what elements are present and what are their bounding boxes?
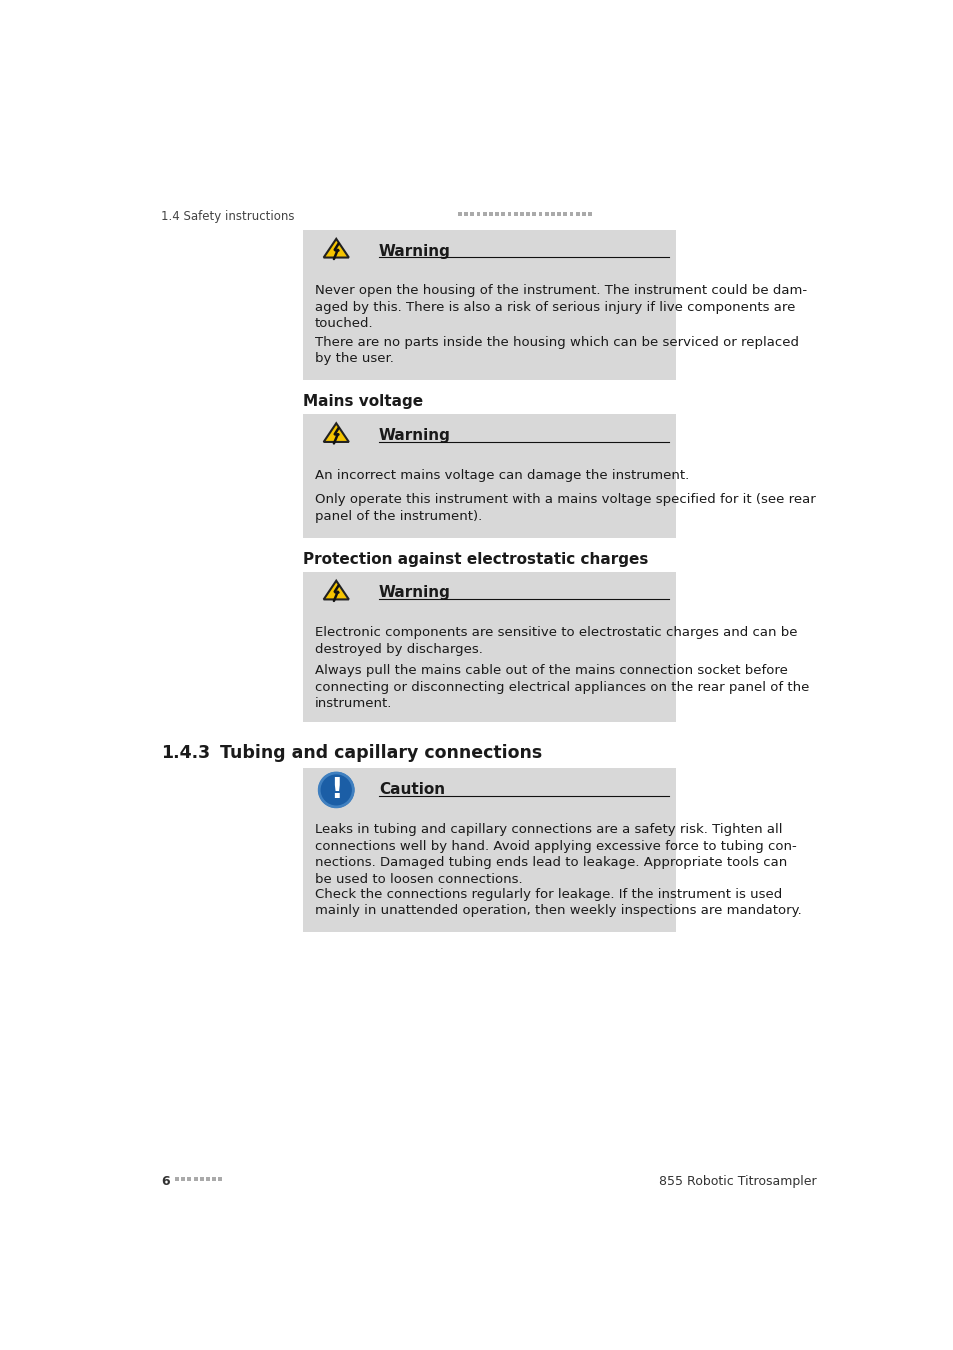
Text: 855 Robotic Titrosampler: 855 Robotic Titrosampler bbox=[659, 1176, 816, 1188]
FancyBboxPatch shape bbox=[482, 212, 486, 216]
Text: Caution: Caution bbox=[378, 782, 444, 798]
FancyBboxPatch shape bbox=[581, 212, 585, 216]
FancyBboxPatch shape bbox=[193, 1177, 197, 1181]
Text: !: ! bbox=[330, 776, 342, 805]
Text: Protection against electrostatic charges: Protection against electrostatic charges bbox=[303, 552, 648, 567]
FancyBboxPatch shape bbox=[532, 212, 536, 216]
FancyBboxPatch shape bbox=[303, 768, 675, 933]
Text: Warning: Warning bbox=[378, 586, 450, 601]
FancyBboxPatch shape bbox=[303, 414, 675, 537]
FancyBboxPatch shape bbox=[303, 230, 675, 381]
Text: Check the connections regularly for leakage. If the instrument is used
mainly in: Check the connections regularly for leak… bbox=[314, 888, 801, 917]
Circle shape bbox=[319, 774, 353, 807]
FancyBboxPatch shape bbox=[513, 212, 517, 216]
Text: 6: 6 bbox=[161, 1176, 170, 1188]
Text: There are no parts inside the housing which can be serviced or replaced
by the u: There are no parts inside the housing wh… bbox=[314, 336, 798, 364]
Text: Warning: Warning bbox=[378, 243, 450, 259]
Text: Warning: Warning bbox=[378, 428, 450, 443]
FancyBboxPatch shape bbox=[562, 212, 567, 216]
FancyBboxPatch shape bbox=[544, 212, 548, 216]
Polygon shape bbox=[323, 424, 349, 441]
Text: Always pull the mains cable out of the mains connection socket before
connecting: Always pull the mains cable out of the m… bbox=[314, 664, 808, 710]
Polygon shape bbox=[323, 580, 349, 599]
Text: Tubing and capillary connections: Tubing and capillary connections bbox=[220, 744, 541, 761]
FancyBboxPatch shape bbox=[470, 212, 474, 216]
FancyBboxPatch shape bbox=[575, 212, 579, 216]
Text: Never open the housing of the instrument. The instrument could be dam-
aged by t: Never open the housing of the instrument… bbox=[314, 285, 806, 331]
Text: Only operate this instrument with a mains voltage specified for it (see rear
pan: Only operate this instrument with a main… bbox=[314, 493, 815, 522]
Text: Mains voltage: Mains voltage bbox=[303, 394, 422, 409]
Text: Leaks in tubing and capillary connections are a safety risk. Tighten all
connect: Leaks in tubing and capillary connection… bbox=[314, 824, 796, 886]
Polygon shape bbox=[323, 239, 349, 258]
FancyBboxPatch shape bbox=[476, 212, 480, 216]
FancyBboxPatch shape bbox=[537, 212, 542, 216]
FancyBboxPatch shape bbox=[206, 1177, 210, 1181]
FancyBboxPatch shape bbox=[587, 212, 592, 216]
FancyBboxPatch shape bbox=[557, 212, 560, 216]
Text: 1.4 Safety instructions: 1.4 Safety instructions bbox=[161, 209, 294, 223]
FancyBboxPatch shape bbox=[488, 212, 493, 216]
FancyBboxPatch shape bbox=[569, 212, 573, 216]
FancyBboxPatch shape bbox=[457, 212, 461, 216]
FancyBboxPatch shape bbox=[187, 1177, 192, 1181]
FancyBboxPatch shape bbox=[181, 1177, 185, 1181]
Text: Electronic components are sensitive to electrostatic charges and can be
destroye: Electronic components are sensitive to e… bbox=[314, 626, 796, 656]
FancyBboxPatch shape bbox=[495, 212, 498, 216]
Text: 1.4.3: 1.4.3 bbox=[161, 744, 210, 761]
FancyBboxPatch shape bbox=[525, 212, 530, 216]
FancyBboxPatch shape bbox=[550, 212, 555, 216]
FancyBboxPatch shape bbox=[500, 212, 505, 216]
FancyBboxPatch shape bbox=[212, 1177, 216, 1181]
FancyBboxPatch shape bbox=[174, 1177, 179, 1181]
FancyBboxPatch shape bbox=[218, 1177, 222, 1181]
FancyBboxPatch shape bbox=[519, 212, 523, 216]
FancyBboxPatch shape bbox=[303, 571, 675, 722]
FancyBboxPatch shape bbox=[507, 212, 511, 216]
FancyBboxPatch shape bbox=[464, 212, 468, 216]
Text: An incorrect mains voltage can damage the instrument.: An incorrect mains voltage can damage th… bbox=[314, 468, 688, 482]
FancyBboxPatch shape bbox=[199, 1177, 204, 1181]
